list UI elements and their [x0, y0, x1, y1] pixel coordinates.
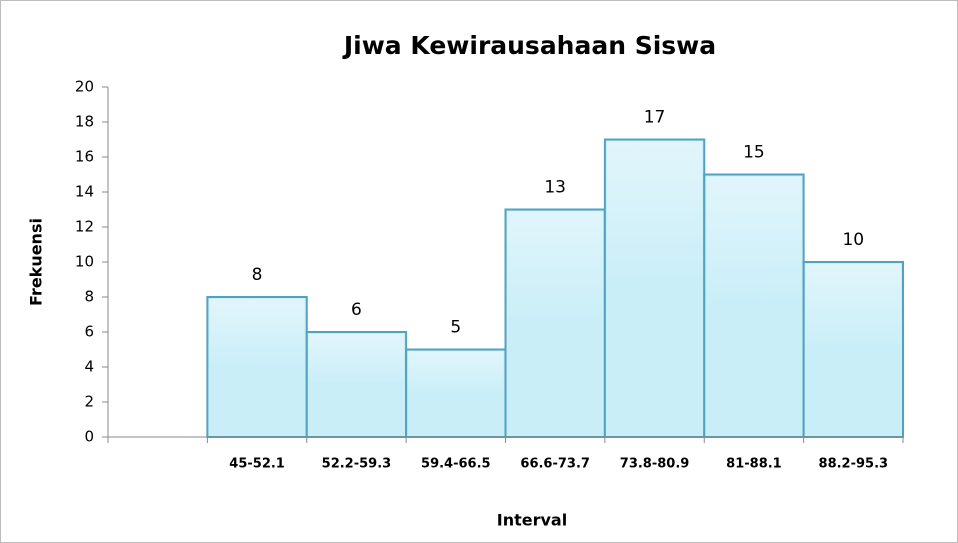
x-tick-label: 88.2-95.3 [819, 457, 889, 472]
data-label: 15 [743, 143, 765, 163]
data-label: 13 [544, 178, 566, 198]
y-tick-label: 14 [75, 183, 94, 201]
x-tick-label: 45-52.1 [229, 457, 285, 472]
bar-shine [507, 211, 603, 326]
y-tick-label: 16 [75, 148, 94, 166]
y-tick-label: 8 [84, 288, 94, 306]
y-tick-label: 10 [75, 253, 94, 271]
bar-shine [606, 141, 703, 291]
bar-shine [408, 351, 504, 396]
y-tick-label: 2 [84, 393, 94, 411]
x-tick-label: 59.4-66.5 [421, 457, 491, 472]
y-tick-label: 0 [84, 428, 94, 446]
data-label: 17 [644, 108, 666, 128]
x-tick-label: 52.2-59.3 [322, 457, 392, 472]
chart-title: Jiwa Kewirausahaan Siswa [342, 31, 716, 60]
x-tick-label: 81-88.1 [726, 457, 782, 472]
bar-shine [209, 299, 305, 369]
y-tick-label: 20 [75, 78, 94, 96]
x-tick-label: 66.6-73.7 [520, 457, 590, 472]
data-label: 5 [450, 318, 461, 338]
bar-shine [308, 334, 405, 387]
y-axis-label: Frekuensi [27, 218, 46, 306]
bar-shine [805, 264, 901, 352]
y-tick-label: 12 [75, 218, 94, 236]
bar-shine [706, 176, 802, 308]
y-tick-label: 18 [75, 113, 94, 131]
data-label: 8 [252, 265, 263, 285]
data-label: 10 [842, 230, 864, 250]
x-axis-label: Interval [497, 511, 567, 530]
y-tick-label: 4 [84, 358, 94, 376]
y-tick-label: 6 [84, 323, 94, 341]
x-tick-label: 73.8-80.9 [620, 457, 690, 472]
data-label: 6 [351, 300, 362, 320]
